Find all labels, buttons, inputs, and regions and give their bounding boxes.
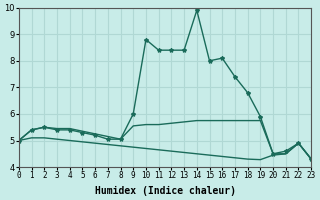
X-axis label: Humidex (Indice chaleur): Humidex (Indice chaleur) xyxy=(94,186,236,196)
